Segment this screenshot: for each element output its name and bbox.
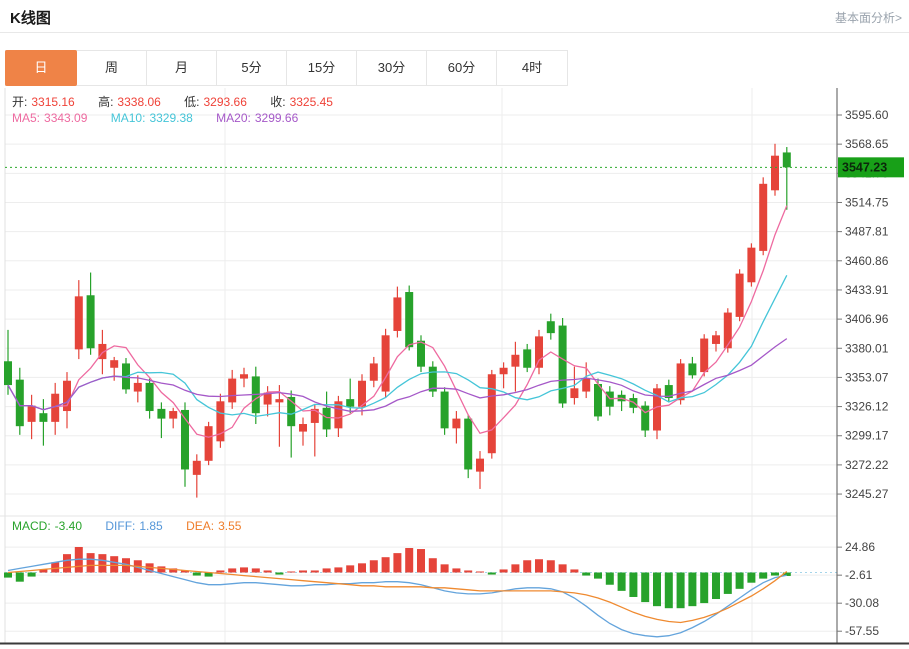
dea-label: DEA: [186,519,215,533]
svg-text:3380.01: 3380.01 [845,341,889,355]
svg-text:3299.17: 3299.17 [845,429,889,443]
fundamental-analysis-link[interactable]: 基本面分析> [834,11,902,25]
open-value: 3315.16 [31,95,75,109]
current-price-tag: 3547.23 [838,157,904,178]
svg-text:3272.22: 3272.22 [845,458,889,472]
ma-info-row: MA5: 3343.09 MA10: 3329.38 MA20: 3299.66 [12,111,306,125]
header-divider [0,32,909,33]
macd-label: MACD: [12,519,51,533]
ma10-value: 3329.38 [149,111,193,125]
dea-value: 3.55 [218,519,242,533]
open-label: 开: [12,95,28,109]
close-value: 3325.45 [289,95,333,109]
svg-text:3326.12: 3326.12 [845,400,889,414]
low-label: 低: [184,95,200,109]
page-title: K线图 [10,10,51,27]
svg-text:-2.61: -2.61 [845,568,873,582]
svg-text:3406.96: 3406.96 [845,312,889,326]
interval-tab-15分[interactable]: 15分 [287,51,357,85]
main-grid [4,88,837,644]
svg-text:3245.27: 3245.27 [845,487,889,501]
macd-histogram [4,547,791,609]
svg-text:3568.65: 3568.65 [845,137,889,151]
macd-value: -3.40 [54,519,83,533]
ma5-value: 3343.09 [44,111,88,125]
svg-text:24.86: 24.86 [845,540,875,554]
svg-text:3460.86: 3460.86 [845,254,889,268]
svg-text:-30.08: -30.08 [845,596,879,610]
diff-label: DIFF: [105,519,136,533]
ma20-label: MA20: [216,111,251,125]
interval-tab-5分[interactable]: 5分 [217,51,287,85]
dea-line [7,564,788,624]
candlestick-chart-canvas[interactable]: 3595.603568.653541.703514.753487.813460.… [0,88,909,649]
ma20-value: 3299.66 [254,111,299,125]
interval-tab-30分[interactable]: 30分 [357,51,427,85]
ma5-label: MA5: [12,111,41,125]
svg-text:3595.60: 3595.60 [845,108,889,122]
high-label: 高: [98,95,114,109]
ohlc-info-row: 开: 3315.16 高: 3338.06 低: 3293.66 收: 3325.45 [12,93,341,110]
interval-tab-60分[interactable]: 60分 [427,51,497,85]
axis-tick-labels: 3595.603568.653541.703514.753487.813460.… [837,108,889,638]
candles [4,143,791,498]
diff-line [7,558,787,638]
macd-info-row: MACD: -3.40 DIFF: 1.85 DEA: 3.55 [12,519,249,533]
low-value: 3293.66 [203,95,247,109]
ma5-line [7,205,788,438]
interval-tab-月[interactable]: 月 [147,51,217,85]
svg-text:3514.75: 3514.75 [845,195,889,209]
high-value: 3338.06 [117,95,161,109]
interval-tabs: 日周月 5分 15分 30分 60分 4时 [5,50,568,86]
svg-text:-57.55: -57.55 [845,624,879,638]
close-label: 收: [270,95,286,109]
diff-value: 1.85 [139,519,163,533]
svg-text:3353.07: 3353.07 [845,370,889,384]
interval-tab-4时[interactable]: 4时 [497,51,567,85]
ma10-label: MA10: [110,111,146,125]
chart-area: 开: 3315.16 高: 3338.06 低: 3293.66 收: 3325.45 … [0,88,909,649]
svg-text:3433.91: 3433.91 [845,283,889,297]
interval-tab-日[interactable]: 日 [5,50,77,86]
ma20-line [7,338,788,412]
svg-text:3487.81: 3487.81 [845,225,889,239]
svg-text:3547.23: 3547.23 [842,160,887,174]
interval-tab-周[interactable]: 周 [77,51,147,85]
